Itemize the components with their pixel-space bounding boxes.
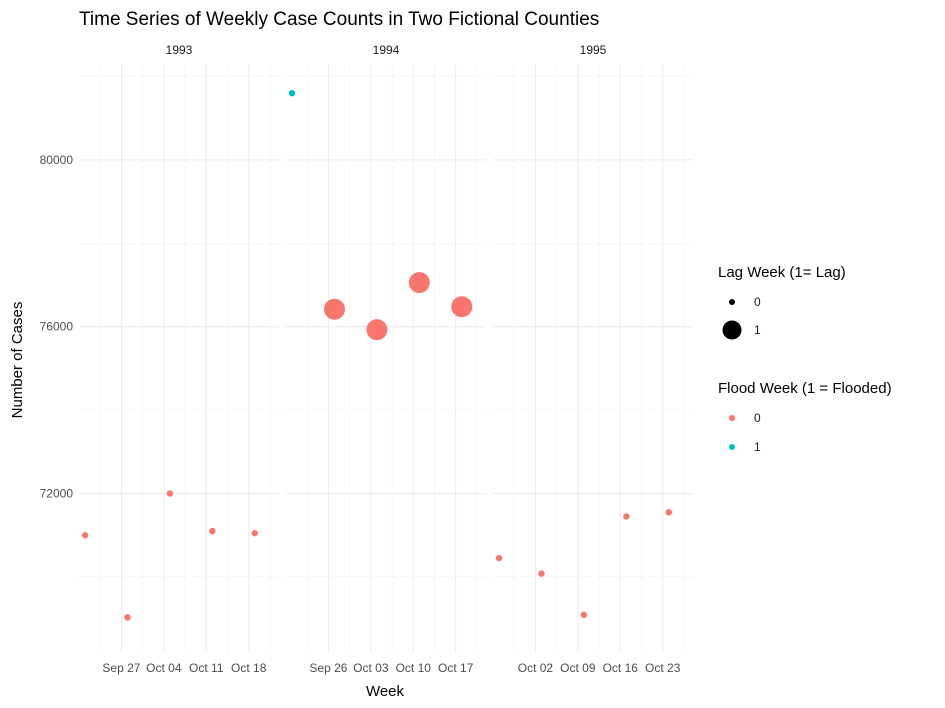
data-point (288, 89, 296, 97)
legend-key-lag-0 (729, 299, 735, 305)
data-point (580, 611, 588, 619)
data-point (451, 296, 473, 318)
data-point (251, 529, 258, 537)
legend-title-flood: Flood Week (1 = Flooded) (718, 380, 892, 397)
x-tick-label: Oct 11 (189, 661, 224, 675)
data-point (538, 570, 545, 577)
legend-key-flood-0 (729, 415, 735, 421)
x-tick-label: Oct 10 (396, 661, 432, 675)
data-point (209, 527, 216, 535)
data-point (408, 272, 430, 294)
x-tick-label: Sep 26 (309, 661, 347, 675)
x-tick-label: Oct 03 (353, 661, 389, 675)
facet-panel-1993: 1993 Sep 27 Oct 04 Oct 11 Oct 18 (79, 43, 279, 675)
legend-label-lag: 0 (754, 295, 761, 309)
x-tick-label: Oct 16 (603, 661, 639, 675)
y-tick-label: 72000 (40, 487, 74, 501)
x-tick-label: Oct 17 (438, 661, 474, 675)
y-axis-title: Number of Cases (9, 302, 26, 419)
facet-strip-label: 1995 (580, 43, 607, 57)
data-point (623, 513, 630, 520)
facet-panel-1994: 1994 Sep 26 Oct 03 Oct 10 Oct 17 (286, 43, 486, 675)
x-axis-title: Week (366, 683, 405, 700)
facet-strip-label: 1994 (373, 43, 400, 57)
legend-label-flood: 1 (754, 440, 761, 454)
facet-strip-label: 1993 (166, 43, 193, 57)
legend-label-lag: 1 (754, 323, 761, 337)
facet-panels: 1993 Sep 27 Oct 04 Oct 11 Oct 18 1994 Sep 26 Oc… (79, 43, 693, 675)
x-tick-label: Oct 02 (518, 661, 554, 675)
y-tick-label: 80000 (40, 153, 74, 167)
legend-title-lag: Lag Week (1= Lag) (718, 264, 846, 281)
y-axis: 72000 76000 80000 (40, 153, 74, 501)
data-point (495, 554, 503, 562)
legend-key-flood-1 (729, 444, 735, 450)
legend-key-lag-1 (722, 320, 742, 340)
x-tick-label: Sep 27 (102, 661, 140, 675)
x-tick-label: Oct 18 (231, 661, 267, 675)
data-point (323, 298, 345, 320)
legend-label-flood: 0 (754, 411, 761, 425)
data-point (166, 490, 174, 497)
chart-title: Time Series of Weekly Case Counts in Two… (79, 9, 599, 30)
x-tick-label: Oct 09 (560, 661, 596, 675)
y-tick-label: 76000 (40, 320, 74, 334)
data-point (81, 532, 89, 539)
facet-panel-1995: 1995 Oct 02 Oct 09 Oct 16 Oct 23 (493, 43, 693, 675)
data-point (366, 319, 388, 341)
legend: Lag Week (1= Lag) 0 1 Flood Week (1 = Flood… (718, 264, 892, 454)
x-tick-label: Oct 04 (146, 661, 182, 675)
data-point (665, 509, 672, 516)
data-point (124, 614, 131, 621)
x-tick-label: Oct 23 (645, 661, 681, 675)
